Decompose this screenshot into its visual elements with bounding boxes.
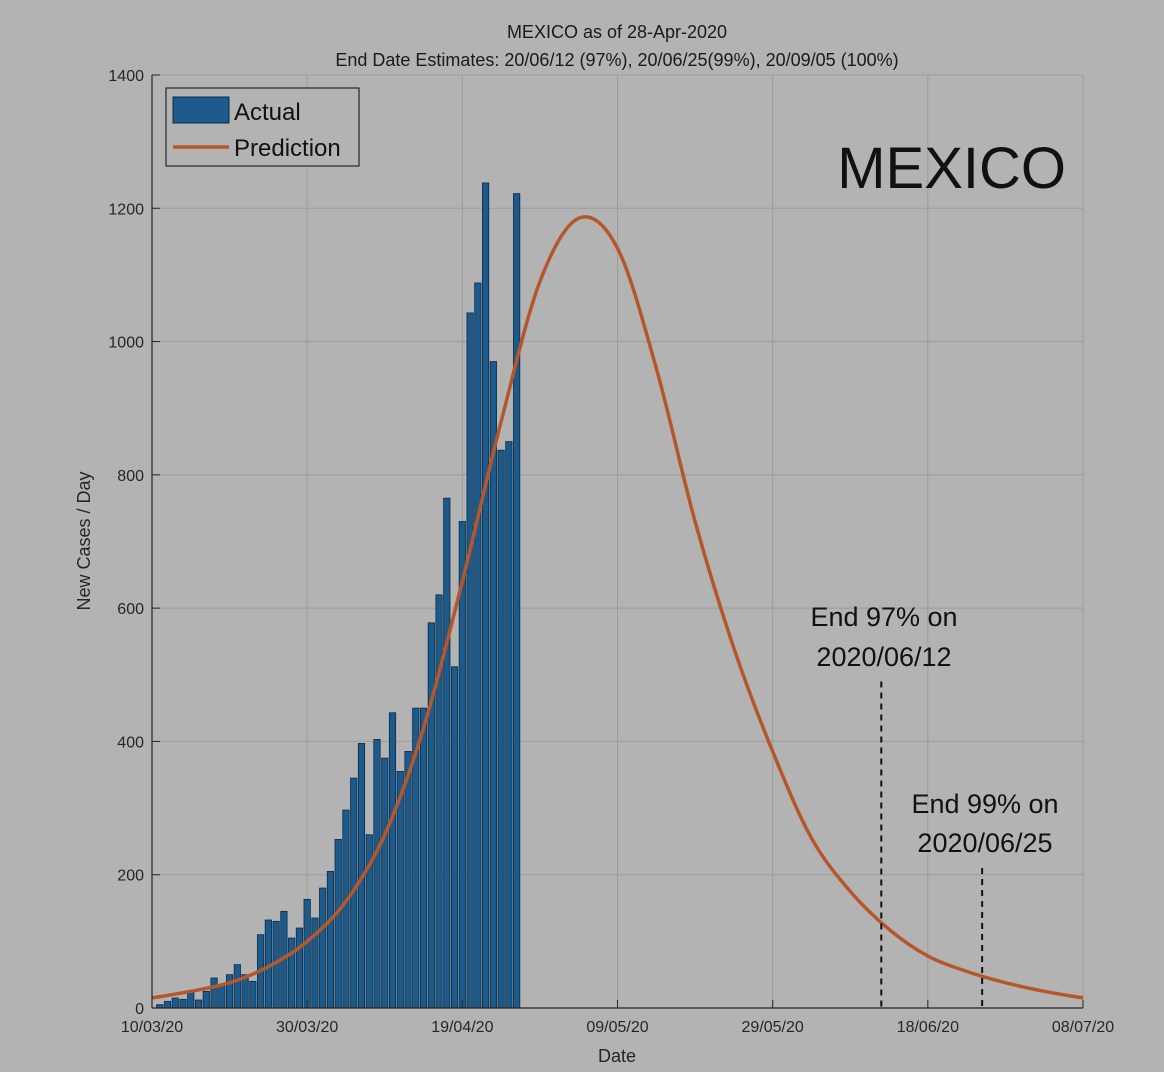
bar: [210, 977, 218, 1009]
bar: [295, 927, 303, 1009]
bar: [450, 666, 459, 1009]
legend: Actual Prediction: [165, 87, 360, 167]
bar: [163, 1000, 172, 1009]
bar: [233, 964, 241, 1009]
y-tick-label: 200: [117, 868, 144, 885]
bar: [326, 870, 335, 1009]
x-tick-label: 18/06/20: [897, 1019, 959, 1036]
chart-title: MEXICO as of 28-Apr-2020: [507, 22, 727, 42]
bar: [319, 887, 327, 1009]
x-ticks: 10/03/20 30/03/20 19/04/20 09/05/20 29/05/20…: [121, 1000, 1114, 1036]
annotation-97-line1: End 97% on: [810, 602, 957, 632]
annotation-99: End 99% on 2020/06/25: [911, 789, 1058, 858]
country-label: MEXICO: [837, 136, 1066, 201]
y-tick-label: 400: [117, 734, 144, 751]
annotation-97-line2: 2020/06/12: [816, 642, 951, 672]
annotation-99-line2: 2020/06/25: [917, 828, 1052, 858]
legend-actual-label: Actual: [234, 99, 301, 126]
annotation-99-line1: End 99% on: [911, 789, 1058, 819]
bar: [466, 312, 474, 1009]
x-tick-label: 09/05/20: [586, 1019, 648, 1036]
bar: [288, 937, 296, 1009]
bar: [249, 980, 257, 1009]
y-tick-label: 0: [135, 1001, 144, 1018]
x-tick-label: 19/04/20: [431, 1019, 493, 1036]
x-tick-label: 08/07/20: [1052, 1019, 1114, 1036]
y-tick-label: 600: [117, 601, 144, 618]
bar: [443, 497, 451, 1009]
y-axis-label: New Cases / Day: [74, 471, 94, 610]
y-tick-label: 1200: [108, 201, 144, 218]
x-tick-label: 30/03/20: [276, 1019, 338, 1036]
bar: [171, 997, 179, 1009]
bar: [388, 712, 397, 1009]
bar: [404, 751, 412, 1009]
bar: [218, 984, 226, 1009]
bar: [419, 707, 428, 1009]
bar: [435, 594, 443, 1009]
prediction-line: [151, 215, 1084, 1000]
bar: [187, 990, 195, 1009]
y-tick-label: 1000: [108, 335, 144, 352]
bar: [513, 193, 521, 1009]
bar: [179, 998, 187, 1009]
bar: [427, 622, 435, 1009]
end-date-markers: [880, 681, 984, 1008]
y-tick-label: 1400: [108, 68, 144, 85]
bar: [373, 739, 381, 1009]
bar: [303, 898, 311, 1009]
y-tick-label: 800: [117, 468, 144, 485]
legend-actual-swatch: [172, 96, 230, 124]
x-tick-label: 10/03/20: [121, 1019, 183, 1036]
bar: [482, 182, 490, 1009]
bar: [194, 999, 203, 1009]
bar: [334, 838, 342, 1009]
bar: [497, 449, 505, 1009]
x-axis-label: Date: [598, 1046, 636, 1066]
bar: [226, 974, 234, 1009]
annotation-97: End 97% on 2020/06/12: [810, 602, 957, 672]
bar: [381, 757, 389, 1009]
legend-prediction-label: Prediction: [234, 135, 341, 162]
y-ticks: 0 200 400 600 800 1000 1200 1400: [108, 68, 160, 1018]
bar: [474, 282, 482, 1009]
chart-subtitle: End Date Estimates: 20/06/12 (97%), 20/0…: [335, 50, 898, 70]
bar: [202, 990, 210, 1009]
bar: [342, 809, 350, 1009]
x-tick-label: 29/05/20: [742, 1019, 804, 1036]
bar: [505, 441, 513, 1009]
